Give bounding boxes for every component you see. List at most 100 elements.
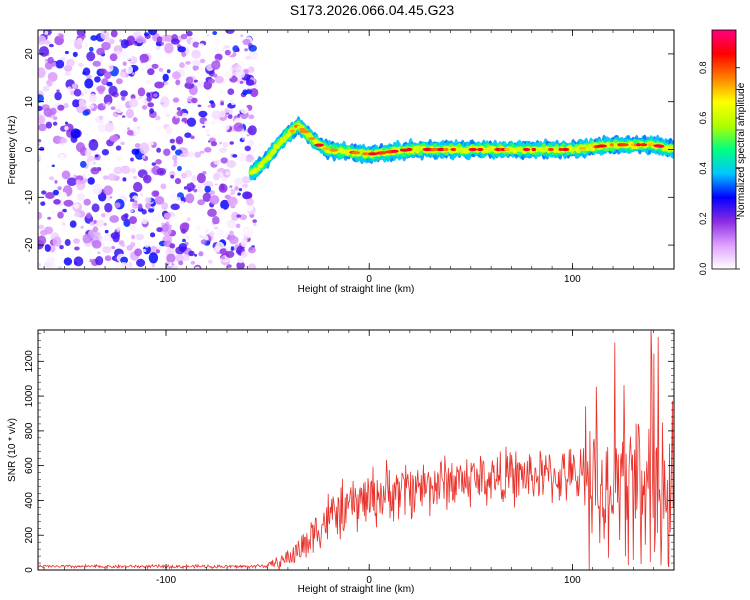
spectrogram-noise-blob: [45, 192, 55, 199]
spectrogram-noise-blob: [57, 266, 62, 269]
spectrogram-xtick-label: 100: [564, 274, 581, 285]
spectrogram-noise-blob: [144, 197, 152, 203]
spectrogram-noise-blob: [88, 139, 99, 151]
spectrogram-noise-blob: [164, 61, 170, 66]
spectrogram-noise-blob: [175, 79, 181, 86]
spectrogram-noise-blob: [104, 37, 112, 43]
spectrogram-ridge-peak: [531, 147, 536, 152]
spectrogram-noise-blob: [48, 251, 53, 255]
spectrogram-noise-blob: [218, 183, 228, 193]
spectrogram-ridge-peak: [368, 152, 378, 156]
spectrogram-ridge-peak: [406, 147, 413, 152]
spectrogram-marks: [38, 30, 674, 269]
spectrogram-noise-blob: [192, 41, 200, 48]
spectrogram-noise-blob: [52, 189, 60, 196]
spectrogram-noise-blob: [250, 88, 259, 98]
spectrogram-noise-blob: [80, 92, 84, 97]
spectrogram-noise-blob: [196, 172, 206, 184]
spectrogram-noise-blob: [73, 256, 84, 267]
spectrogram-noise-blob: [229, 141, 234, 145]
spectrogram-noise-blob: [204, 147, 212, 153]
spectrogram-noise-blob: [199, 150, 205, 154]
spectrogram-noise-blob: [49, 43, 54, 48]
spectrogram-noise-blob: [171, 50, 177, 55]
spectrogram-noise-blob: [248, 114, 255, 120]
spectrogram-noise-blob: [94, 154, 99, 158]
spectrogram-noise-blob: [116, 227, 121, 232]
spectrogram-ridge-peak: [391, 149, 399, 153]
spectrogram-noise-blob: [237, 257, 245, 264]
spectrogram-noise-blob: [151, 162, 156, 166]
spectrogram-noise-blob: [51, 210, 56, 214]
spectrogram-noise-blob: [207, 259, 213, 264]
spectrogram-noise-blob: [52, 236, 62, 247]
spectrogram-noise-blob: [226, 264, 232, 268]
spectrogram-noise-blob: [221, 121, 230, 131]
spectrogram-noise-blob: [175, 115, 179, 119]
spectrogram-noise-blob: [63, 199, 74, 207]
spectrogram-noise-blob: [73, 238, 80, 245]
spectrogram-noise-blob: [226, 160, 237, 168]
spectrogram-xlabel: Height of straight line (km): [298, 284, 415, 295]
spectrogram-noise-blob: [191, 49, 201, 59]
spectrogram-noise-blob: [237, 192, 241, 196]
spectrogram-noise-blob: [245, 79, 255, 86]
spectrogram-noise-blob: [141, 218, 148, 225]
spectrogram-noise-blob: [200, 239, 207, 245]
spectrogram-ylabel: Frequency (Hz): [7, 116, 18, 185]
spectrogram-noise-blob: [133, 181, 143, 193]
spectrogram-noise-blob: [204, 185, 211, 193]
spectrogram-noise-blob: [190, 260, 196, 265]
spectrogram-noise-blob: [101, 149, 109, 156]
spectrogram-noise-blob: [57, 186, 62, 191]
spectrogram-noise-blob: [248, 50, 258, 60]
spectrogram-noise-blob: [64, 71, 71, 76]
spectrogram-noise-blob: [138, 96, 143, 100]
spectrogram-noise-blob: [47, 72, 58, 82]
spectrogram-noise-blob: [52, 47, 61, 56]
spectrogram-noise-blob: [197, 104, 202, 108]
spectrogram-noise-blob: [136, 258, 146, 267]
spectrogram-noise-blob: [103, 94, 113, 105]
spectrogram-noise-blob: [245, 55, 251, 60]
spectrogram-noise-blob: [122, 61, 127, 66]
spectrogram-noise-blob: [101, 213, 106, 218]
spectrogram-ridge-cell: [255, 167, 261, 172]
spectrogram-noise-blob: [211, 110, 222, 120]
spectrogram-noise-blob: [220, 157, 228, 164]
spectrogram-noise-blob: [231, 63, 240, 70]
spectrogram-noise-blob: [125, 108, 135, 119]
spectrogram-noise-blob: [206, 133, 211, 137]
spectrogram-noise-blob: [228, 230, 235, 236]
spectrogram-noise-blob: [104, 71, 112, 80]
snr-ytick-label: 600: [24, 457, 35, 474]
spectrogram-ridge-peak: [450, 147, 457, 152]
spectrogram-noise-blob: [236, 48, 240, 52]
snr-frame: [37, 329, 675, 571]
spectrogram-noise-blob: [52, 61, 57, 67]
spectrogram-noise-blob: [38, 153, 42, 161]
spectrogram-noise-blob: [181, 172, 187, 179]
spectrogram-noise-blob: [219, 141, 223, 145]
spectrogram-noise-blob: [139, 53, 149, 63]
spectrogram-noise-blob: [224, 71, 233, 79]
spectrogram-noise-blob: [44, 244, 51, 248]
spectrogram-noise-blob: [56, 89, 60, 93]
spectrogram-noise-blob: [236, 214, 242, 218]
snr-ylabel: SNR (10 * v/v): [7, 418, 18, 482]
spectrogram-noise-blob: [112, 234, 120, 243]
spectrogram-noise-blob: [199, 58, 206, 64]
spectrogram-noise-blob: [89, 160, 97, 166]
spectrogram-noise-blob: [108, 65, 114, 70]
spectrogram-noise-blob: [38, 105, 43, 112]
colorbar-tick-label: 0.4: [698, 162, 708, 175]
spectrogram-noise-blob: [178, 260, 184, 266]
spectrogram-noise-blob: [191, 59, 201, 66]
colorbar-tick-label: 0.8: [698, 61, 708, 74]
spectrogram-noise-blob: [178, 243, 188, 252]
spectrogram-noise-blob: [212, 246, 222, 253]
spectrogram-noise-blob: [202, 171, 207, 175]
spectrogram-noise-blob: [238, 152, 247, 162]
spectrogram-noise-blob: [193, 188, 198, 193]
